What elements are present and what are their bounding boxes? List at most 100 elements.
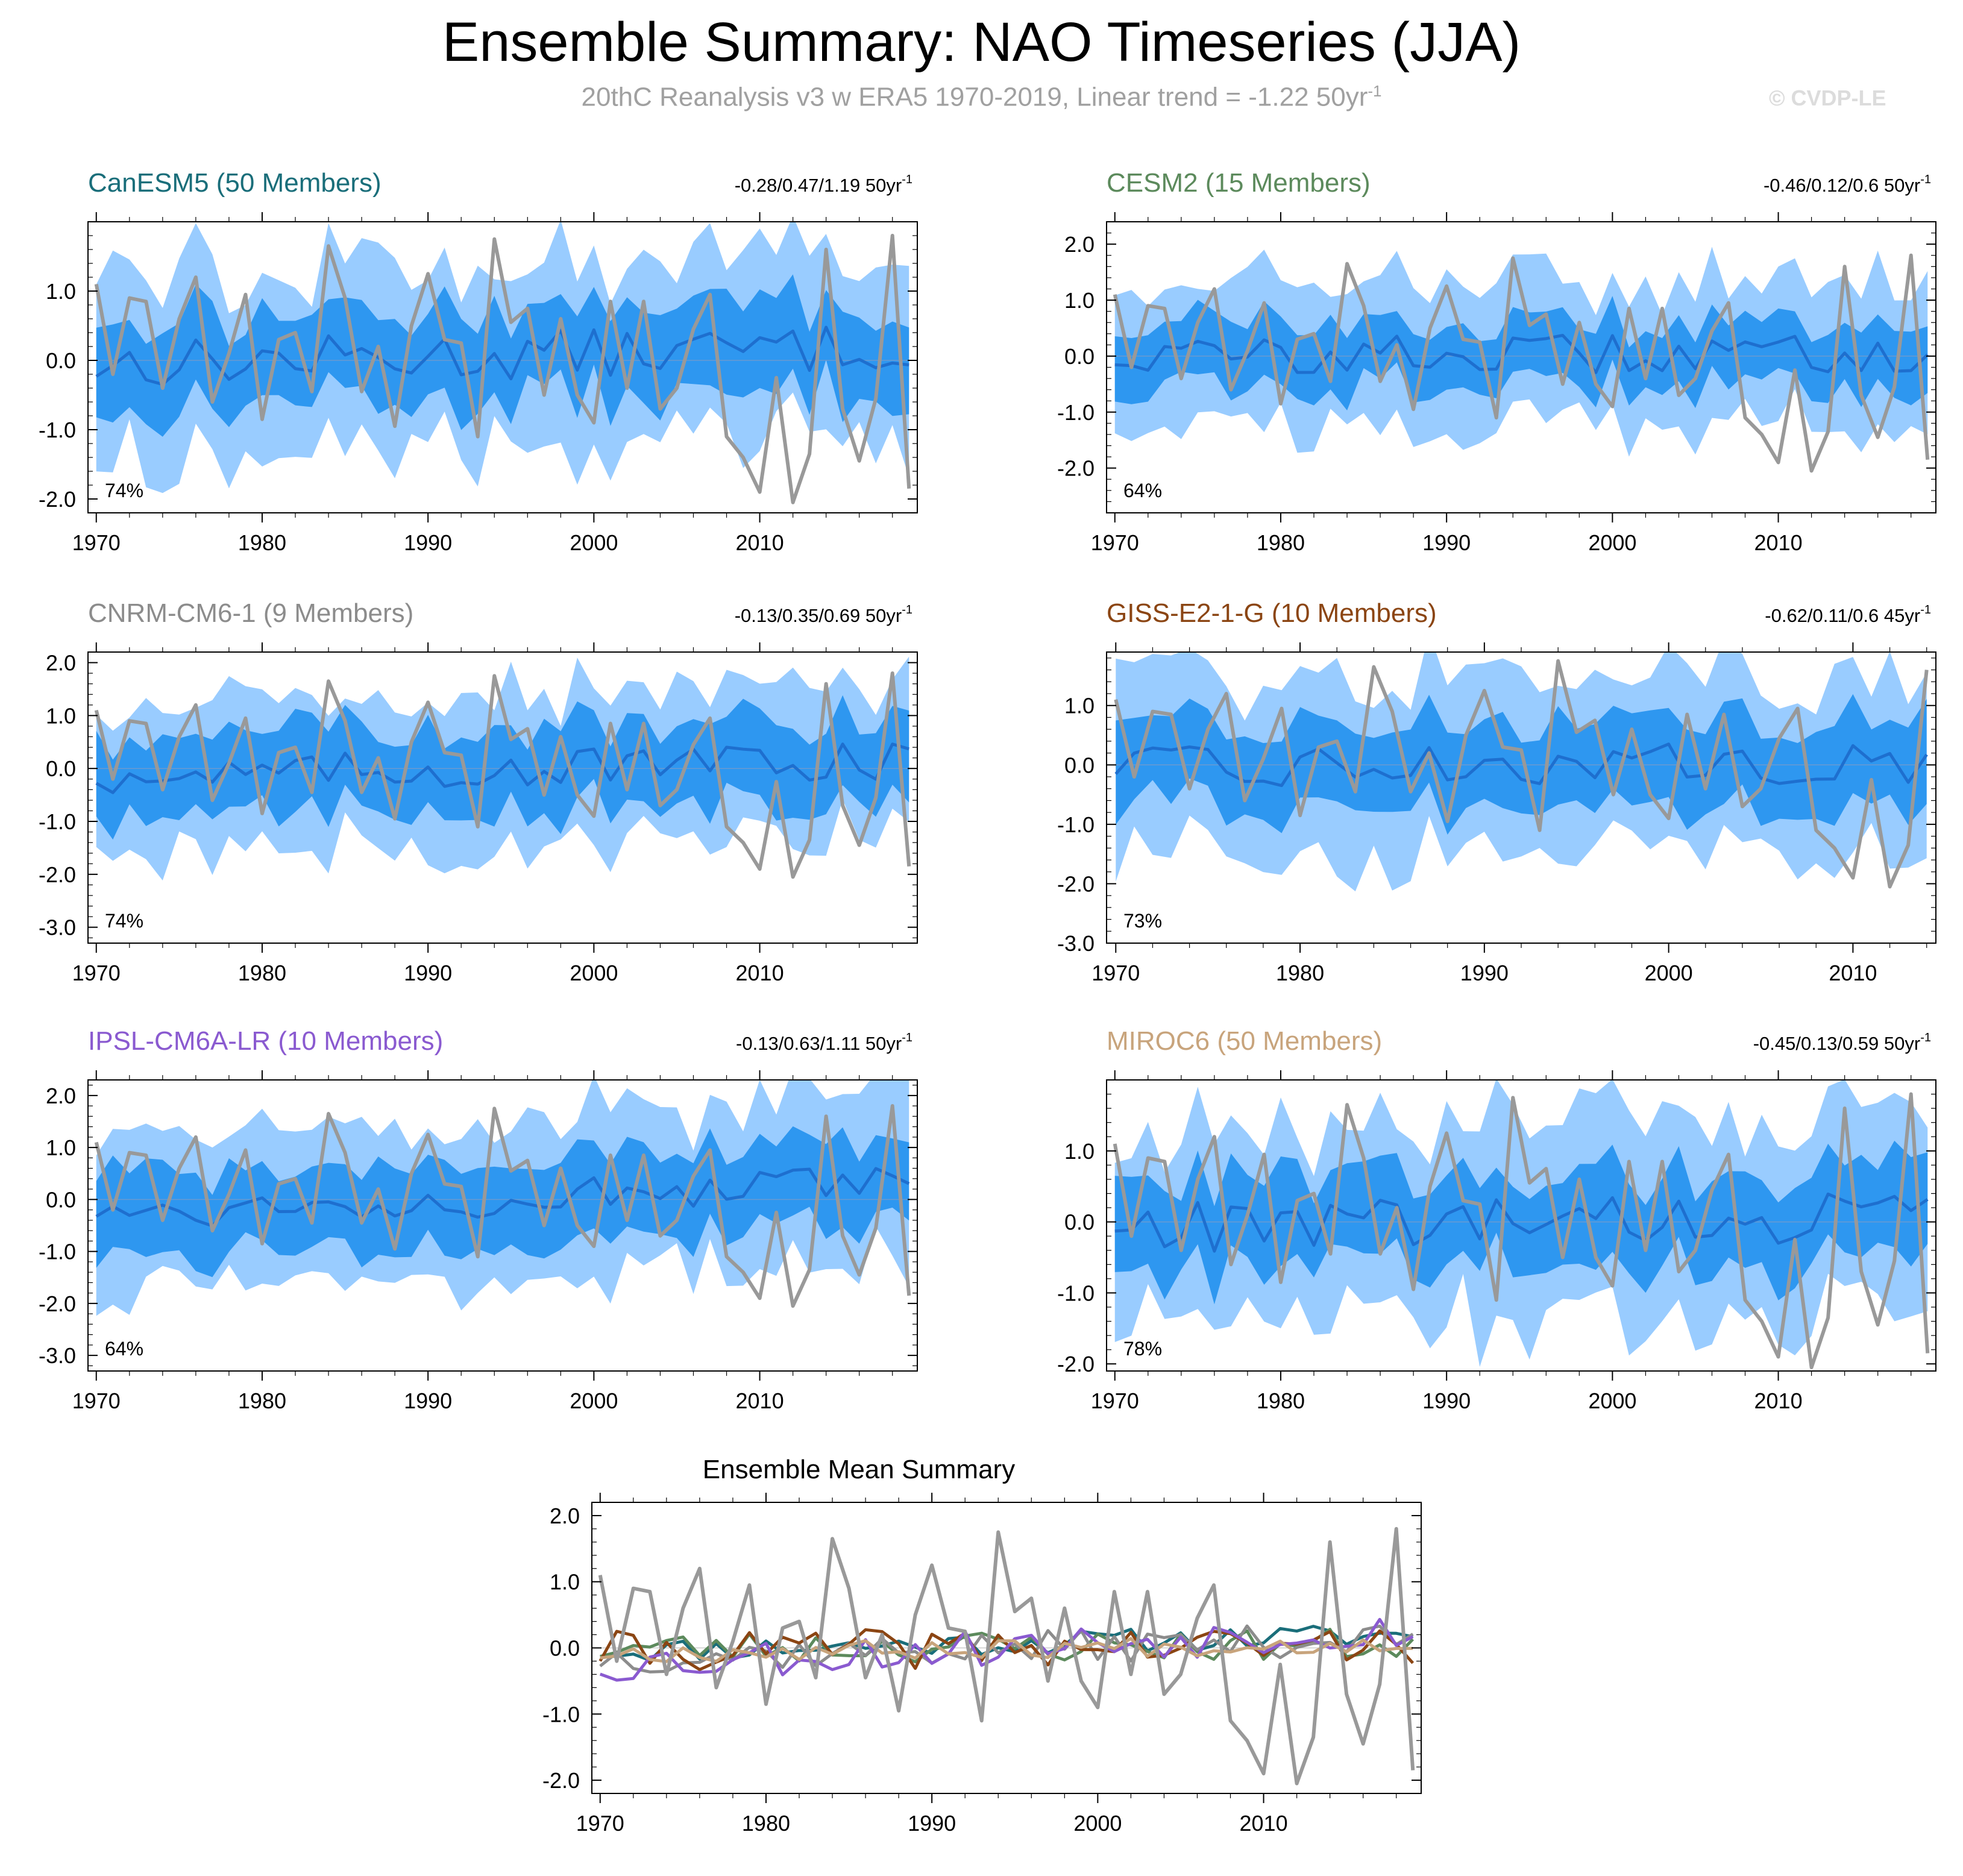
giss-e2-1-g-xtick-label: 1980 bbox=[1276, 961, 1324, 985]
canesm5-trend-label: -0.28/0.47/1.19 50yr-1 bbox=[735, 173, 912, 196]
ensemble-mean-summary-ytick-label: -1.0 bbox=[542, 1702, 580, 1727]
subtitle-text: 20thC Reanalysis v3 w ERA5 1970-2019, Li… bbox=[581, 82, 1368, 112]
panel-ensemble-mean-summary: -2.0 -1.0 0.0 1.0 2.0 1970 1980 1990 2000 2010 Ens… bbox=[542, 1455, 1422, 1836]
miroc6-ytick-label: -1.0 bbox=[1057, 1281, 1095, 1305]
miroc6-xtick-label: 1990 bbox=[1422, 1388, 1471, 1413]
ipsl-cm6a-lr-ensemble-mean-line bbox=[95, 1167, 910, 1228]
giss-e2-1-g-percent-label: 73% bbox=[1123, 910, 1162, 932]
giss-e2-1-g-xtick-label: 2000 bbox=[1645, 961, 1693, 985]
cnrm-cm6-1-xtick-label: 2010 bbox=[736, 961, 784, 985]
ensemble-mean-summary-xtick-label: 1970 bbox=[576, 1811, 624, 1836]
cnrm-cm6-1-xtick-label: 1970 bbox=[72, 961, 121, 985]
cnrm-cm6-1-ytick-label: -2.0 bbox=[39, 862, 76, 887]
ipsl-cm6a-lr-xtick-label: 1970 bbox=[72, 1388, 121, 1413]
miroc6-plot-frame bbox=[1106, 1079, 1936, 1372]
ensemble-mean-summary-xtick-label: 2010 bbox=[1240, 1811, 1288, 1836]
miroc6-plot-area bbox=[1107, 1080, 1936, 1370]
canesm5-xtick-label: 1980 bbox=[238, 530, 286, 555]
cnrm-cm6-1-ytick-label: 0.0 bbox=[46, 756, 76, 781]
panel-cnrm-cm6-1: -3.0 -2.0 -1.0 0.0 1.0 2.0 1970 1980 1990 2000 201… bbox=[39, 598, 918, 985]
ensemble-mean-summary-plot-area bbox=[592, 1526, 1421, 1786]
canesm5-title: CanESM5 (50 Members) bbox=[88, 168, 382, 198]
giss-e2-1-g-ytick-label: -1.0 bbox=[1057, 812, 1095, 837]
cnrm-cm6-1-xtick-label: 1980 bbox=[238, 961, 286, 985]
canesm5-ytick-label: 1.0 bbox=[46, 279, 76, 304]
cnrm-cm6-1-trend-label: -0.13/0.35/0.69 50yr-1 bbox=[735, 603, 912, 626]
panel-cesm2: -2.0 -1.0 0.0 1.0 2.0 1970 1980 1990 2000 2010 CES… bbox=[1057, 168, 1936, 555]
canesm5-observed-line bbox=[94, 234, 911, 504]
canesm5-ytick-label: -2.0 bbox=[39, 487, 76, 512]
miroc6-ytick-label: 1.0 bbox=[1064, 1139, 1095, 1164]
giss-e2-1-g-ytick-label: 1.0 bbox=[1064, 694, 1095, 718]
cesm2-ensemble-mean-line bbox=[1114, 333, 1929, 374]
ipsl-cm6a-lr-xtick-label: 1990 bbox=[404, 1388, 452, 1413]
ensemble-mean-summary-ytick-label: 0.0 bbox=[550, 1636, 580, 1661]
cesm2-xtick-label: 1970 bbox=[1091, 530, 1139, 555]
panel-giss-e2-1-g: -3.0 -2.0 -1.0 0.0 1.0 1970 1980 1990 2000 2010 GI… bbox=[1057, 598, 1936, 985]
panel-miroc6: -2.0 -1.0 0.0 1.0 1970 1980 1990 2000 2010 MIROC6… bbox=[1057, 1026, 1936, 1413]
ensemble-mean-summary-ytick-label: -2.0 bbox=[542, 1768, 580, 1793]
ipsl-cm6a-lr-ytick-label: -2.0 bbox=[39, 1291, 76, 1316]
miroc6-xtick-label: 2000 bbox=[1588, 1388, 1636, 1413]
ipsl-cm6a-lr-xtick-label: 1980 bbox=[238, 1388, 286, 1413]
canesm5-ytick-label: 0.0 bbox=[46, 348, 76, 373]
cnrm-cm6-1-ytick-label: 2.0 bbox=[46, 651, 76, 676]
ipsl-cm6a-lr-xtick-label: 2010 bbox=[736, 1388, 784, 1413]
ensemble-mean-summary-xtick-label: 2000 bbox=[1073, 1811, 1122, 1836]
cnrm-cm6-1-ensemble-mean-line bbox=[95, 742, 909, 794]
ipsl-cm6a-lr-observed-line bbox=[94, 1104, 911, 1308]
cnrm-cm6-1-ytick-label: -3.0 bbox=[39, 915, 76, 940]
giss-e2-1-g-trend-label: -0.62/0.11/0.6 45yr-1 bbox=[1765, 603, 1931, 626]
canesm5-plot-frame bbox=[87, 221, 918, 513]
canesm5-xtick-label: 1970 bbox=[72, 530, 121, 555]
canesm5-ensemble-mean-line bbox=[95, 325, 909, 386]
miroc6-xtick-label: 1980 bbox=[1257, 1388, 1305, 1413]
cnrm-cm6-1-xtick-label: 1990 bbox=[404, 961, 452, 985]
canesm5-plot-area bbox=[88, 222, 917, 504]
canesm5-xtick-label: 2010 bbox=[736, 530, 784, 555]
giss-e2-1-g-ensemble-mean-line bbox=[1114, 742, 1928, 788]
ipsl-cm6a-lr-inner-spread-band bbox=[96, 1126, 909, 1278]
miroc6-percent-label: 78% bbox=[1123, 1338, 1162, 1360]
ensemble-mean-summary-ytick-label: 2.0 bbox=[550, 1504, 580, 1528]
cesm2-trend-label: -0.46/0.12/0.6 50yr-1 bbox=[1764, 173, 1931, 196]
cnrm-cm6-1-observed-line bbox=[94, 671, 911, 879]
miroc6-xtick-label: 2010 bbox=[1754, 1388, 1803, 1413]
miroc6-ensemble-mean-line bbox=[1114, 1192, 1929, 1253]
ipsl-cm6a-lr-ytick-label: -3.0 bbox=[39, 1343, 76, 1368]
miroc6-observed-line bbox=[1113, 1092, 1930, 1370]
cesm2-ytick-label: 1.0 bbox=[1064, 288, 1095, 313]
ipsl-cm6a-lr-ytick-label: 1.0 bbox=[46, 1135, 76, 1160]
ensemble-mean-summary-xtick-label: 1980 bbox=[742, 1811, 790, 1836]
canesm5-xtick-label: 1990 bbox=[404, 530, 452, 555]
canesm5-inner-spread-band bbox=[96, 274, 909, 437]
cesm2-xtick-label: 2000 bbox=[1588, 530, 1636, 555]
giss-e2-1-g-xtick-label: 2010 bbox=[1829, 961, 1877, 985]
cnrm-cm6-1-plot-frame bbox=[87, 651, 918, 944]
miroc6-ytick-label: -2.0 bbox=[1057, 1352, 1095, 1376]
giss-e2-1-g-xtick-label: 1970 bbox=[1091, 961, 1140, 985]
panel-canesm5: -2.0 -1.0 0.0 1.0 1970 1980 1990 2000 2010 CanESM… bbox=[39, 168, 918, 555]
giss-e2-1-g-plot-area bbox=[1107, 652, 1936, 892]
ipsl-cm6a-lr-plot-frame bbox=[87, 1079, 918, 1372]
canesm5-percent-label: 74% bbox=[105, 480, 143, 501]
ipsl-cm6a-lr-percent-label: 64% bbox=[105, 1338, 143, 1360]
cnrm-cm6-1-xtick-label: 2000 bbox=[570, 961, 618, 985]
giss-e2-1-g-inner-spread-band bbox=[1116, 694, 1927, 835]
ipsl-cm6a-lr-ytick-label: 2.0 bbox=[46, 1084, 76, 1108]
cesm2-plot-area bbox=[1107, 246, 1936, 473]
miroc6-xtick-label: 1970 bbox=[1091, 1388, 1139, 1413]
page-title: Ensemble Summary: NAO Timeseries (JJA) bbox=[442, 11, 1521, 73]
canesm5-ytick-label: -1.0 bbox=[39, 418, 76, 442]
cesm2-xtick-label: 1980 bbox=[1257, 530, 1305, 555]
cesm2-ytick-label: 0.0 bbox=[1064, 344, 1095, 369]
series-line-miroc6 bbox=[600, 1637, 1413, 1663]
cesm2-inner-spread-band bbox=[1114, 296, 1928, 410]
cesm2-percent-label: 64% bbox=[1123, 480, 1162, 501]
giss-e2-1-g-xtick-label: 1990 bbox=[1460, 961, 1509, 985]
ipsl-cm6a-lr-xtick-label: 2000 bbox=[570, 1388, 618, 1413]
watermark: © CVDP-LE bbox=[1769, 86, 1886, 110]
cesm2-ytick-label: -1.0 bbox=[1057, 400, 1095, 425]
cesm2-title: CESM2 (15 Members) bbox=[1107, 168, 1371, 198]
cnrm-cm6-1-ytick-label: -1.0 bbox=[39, 809, 76, 834]
